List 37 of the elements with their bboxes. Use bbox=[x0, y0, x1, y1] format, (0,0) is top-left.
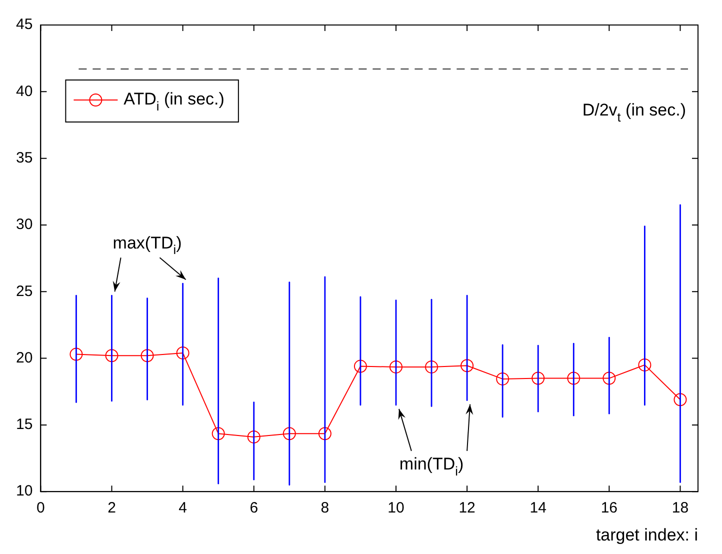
point bbox=[460, 359, 474, 372]
x-axis-title: target index: i bbox=[596, 525, 698, 544]
y-tick-label: 20 bbox=[16, 349, 33, 366]
point bbox=[532, 372, 545, 385]
x-tick-label: 8 bbox=[320, 500, 330, 517]
x-tick-label: 10 bbox=[388, 500, 404, 517]
point bbox=[70, 348, 83, 361]
x-tick-label: 12 bbox=[458, 500, 476, 517]
point bbox=[638, 358, 652, 372]
x-tick-label: 4 bbox=[178, 500, 187, 517]
point bbox=[140, 349, 154, 362]
point bbox=[496, 372, 510, 386]
x-tick-label: 14 bbox=[530, 500, 546, 517]
point bbox=[602, 372, 616, 385]
point bbox=[176, 346, 190, 360]
point bbox=[425, 360, 438, 374]
y-tick-label: 40 bbox=[16, 82, 33, 100]
point bbox=[282, 427, 296, 440]
x-tick-label: 16 bbox=[600, 500, 618, 517]
x-tick-label: 6 bbox=[250, 500, 258, 517]
y-tick-label: 35 bbox=[16, 149, 33, 166]
point bbox=[354, 360, 367, 373]
y-tick-label: 10 bbox=[16, 482, 33, 500]
point bbox=[318, 427, 332, 440]
y-tick-label: 45 bbox=[16, 16, 33, 34]
x-tick-label: 2 bbox=[108, 500, 116, 517]
point bbox=[247, 430, 260, 444]
x-tick-label: 18 bbox=[672, 500, 689, 517]
x-tick-label: 0 bbox=[36, 500, 45, 517]
point bbox=[389, 360, 402, 374]
point bbox=[212, 427, 225, 440]
y-tick-label: 30 bbox=[16, 216, 33, 234]
point bbox=[674, 393, 687, 406]
point bbox=[567, 372, 580, 385]
y-tick-label: 25 bbox=[16, 282, 33, 300]
point bbox=[105, 349, 118, 362]
y-tick-label: 15 bbox=[16, 416, 33, 434]
